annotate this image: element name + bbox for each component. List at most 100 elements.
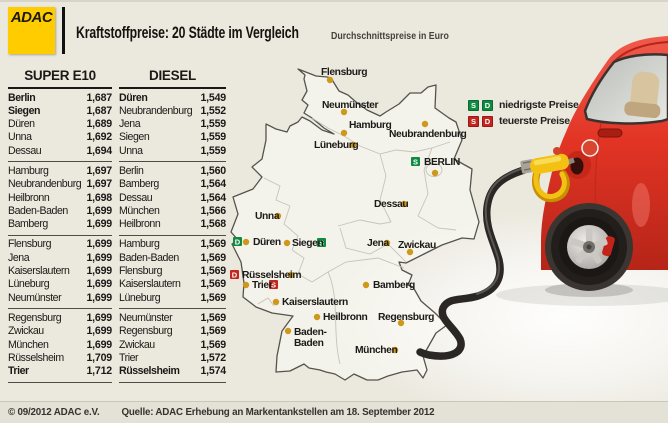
city-label: BERLIN xyxy=(424,157,460,168)
badge-lowest-super-icon xyxy=(317,238,326,247)
city-label: Jena xyxy=(367,238,390,249)
table-diesel-title: DIESEL xyxy=(119,66,226,89)
table-row: Zwickau 1,699 xyxy=(8,325,112,338)
fuel-dot-icon xyxy=(340,108,348,116)
fuel-dot-icon xyxy=(383,239,391,247)
table-row: Hamburg 1,569 xyxy=(119,238,226,251)
city-label: Zwickau xyxy=(398,240,436,251)
adac-logo: ADAC xyxy=(8,7,55,54)
legend-highest-label: teuerste Preise xyxy=(499,115,570,127)
fuel-dot-icon xyxy=(313,313,321,321)
table-group: Neumünster 1,569 Regensburg 1,569 Zwickau 1… xyxy=(119,308,226,381)
city-label: Rüsselsheim xyxy=(242,270,301,281)
city-label: Baden xyxy=(294,338,324,349)
fuel-filler-flap xyxy=(581,139,599,157)
city-label: Regensburg xyxy=(378,312,434,323)
fuel-dot-icon xyxy=(242,238,250,246)
badge-lowest-super-icon xyxy=(411,157,420,166)
table-row: Neumünster 1,699 xyxy=(8,291,112,304)
table-row: Bamberg 1,699 xyxy=(8,218,112,231)
badge-lowest-diesel-icon xyxy=(233,237,242,246)
city-dots xyxy=(242,76,439,354)
fuel-dot-icon xyxy=(421,120,429,128)
city-label: Bamberg xyxy=(373,280,415,291)
fuel-dot-icon xyxy=(397,319,405,327)
fuel-dot-icon xyxy=(406,248,414,256)
table-row: Berlin 1,560 xyxy=(119,164,226,177)
table-row: München 1,699 xyxy=(8,338,112,351)
city-label: Trier xyxy=(252,280,273,291)
city-label: Heilbronn xyxy=(323,312,368,323)
table-row: Flensburg 1,569 xyxy=(119,265,226,278)
city-label: Kaiserslautern xyxy=(282,297,348,308)
table-row: Regensburg 1,569 xyxy=(119,325,226,338)
svg-text:D: D xyxy=(235,237,241,246)
fuel-dot-icon xyxy=(283,239,291,247)
table-row: Baden-Baden 1,569 xyxy=(119,251,226,264)
svg-text:D: D xyxy=(232,270,238,279)
city-labels: Flensburg Neumünster Hamburg Neubrandenb… xyxy=(242,67,467,356)
table-diesel: DIESEL Düren 1,549 Neubrandenburg 1,552 Je… xyxy=(119,66,226,383)
table-group: Hamburg 1,697 Neubrandenburg 1,697 Heilbro… xyxy=(8,161,112,234)
fuel-dot-icon xyxy=(274,212,282,220)
wheel-hub-center xyxy=(586,244,592,250)
table-row: Hamburg 1,697 xyxy=(8,164,112,177)
copyright: © 09/2012 ADAC e.V. xyxy=(8,407,100,418)
table-row: Jena 1,699 xyxy=(8,251,112,264)
germany-outline xyxy=(230,68,480,381)
source-note: Quelle: ADAC Erhebung an Markentankstell… xyxy=(121,407,435,418)
table-row: München 1,566 xyxy=(119,204,226,217)
table-row: Trier 1,572 xyxy=(119,351,226,364)
badge-highest-diesel-icon xyxy=(230,270,239,279)
table-super-title: SUPER E10 xyxy=(8,66,112,89)
table-row: Düren 1,549 xyxy=(119,91,226,104)
table-group: Düren 1,549 Neubrandenburg 1,552 Jena 1,559… xyxy=(119,89,226,161)
svg-text:S: S xyxy=(413,157,418,166)
car-seat-base xyxy=(624,101,661,119)
fuel-dot-icon xyxy=(431,169,439,177)
city-label: Unna xyxy=(255,211,280,222)
table-row: Lüneburg 1,569 xyxy=(119,291,226,304)
table-row: Dessau 1,564 xyxy=(119,191,226,204)
table-row: Jena 1,559 xyxy=(119,118,226,131)
table-row: Regensburg 1,699 xyxy=(8,311,112,324)
fuel-dot-icon xyxy=(284,327,292,335)
header: ADAC Kraftstoffpreise: 20 Städte im Verg… xyxy=(0,2,668,58)
table-row: Bamberg 1,564 xyxy=(119,178,226,191)
fuel-hose xyxy=(416,166,528,360)
city-label: Neubrandenburg xyxy=(389,129,466,140)
table-row: Zwickau 1,569 xyxy=(119,338,226,351)
city-label: Düren xyxy=(253,237,281,248)
table-group: Hamburg 1,569 Baden-Baden 1,569 Flensburg 1… xyxy=(119,234,226,308)
legend-lowest-label: niedrigste Preise xyxy=(499,99,579,111)
page-subtitle: Durchschnittspreise in Euro xyxy=(331,31,449,42)
table-row: Rüsselsheim 1,709 xyxy=(8,351,112,364)
table-group: Berlin 1,560 Bamberg 1,564 Dessau 1,564 Mün… xyxy=(119,161,226,234)
city-label: Lüneburg xyxy=(314,140,358,151)
table-super-e10: SUPER E10 Berlin 1,687 Siegen 1,687 Düren 1… xyxy=(8,66,112,383)
fuel-dot-icon xyxy=(272,298,280,306)
fuel-dot-icon xyxy=(326,76,334,84)
city-label: Flensburg xyxy=(321,67,367,78)
fuel-hose-sheen xyxy=(476,167,525,295)
fuel-dot-icon xyxy=(400,200,408,208)
city-label: Hamburg xyxy=(349,120,392,131)
body-highlight xyxy=(632,183,650,227)
table-row: Siegen 1,687 xyxy=(8,104,112,117)
legend: S D niedrigste Preise S D teuerste Preis… xyxy=(468,97,579,129)
table-row: Siegen 1,559 xyxy=(119,131,226,144)
fuel-dot-icon xyxy=(391,346,399,354)
table-row: Kaiserslautern 1,699 xyxy=(8,265,112,278)
legend-highest-row: S D teuerste Preise xyxy=(468,113,579,129)
fuel-dot-icon xyxy=(287,271,295,279)
table-row: Heilbronn 1,698 xyxy=(8,191,112,204)
car-shadow xyxy=(496,284,668,306)
city-label: Siegen xyxy=(292,238,323,249)
table-row: Unna 1,559 xyxy=(119,144,226,157)
table-row: Neubrandenburg 1,697 xyxy=(8,178,112,191)
fuel-dot-icon xyxy=(362,281,370,289)
badge-super-green-icon: S xyxy=(468,99,479,111)
adac-logo-text: ADAC xyxy=(10,9,53,26)
city-label: München xyxy=(355,345,397,356)
